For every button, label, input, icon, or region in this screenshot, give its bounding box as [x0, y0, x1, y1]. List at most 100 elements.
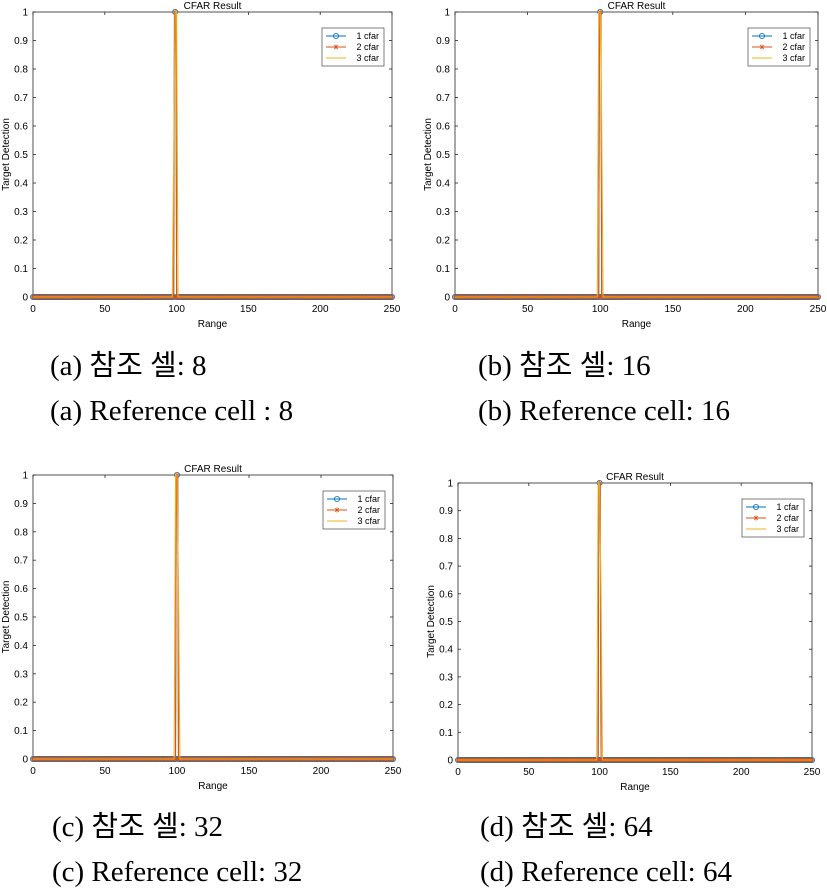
x-tick-label: 150	[241, 766, 258, 777]
caption-a-korean: (a) 참조 셀: 8	[50, 350, 207, 382]
chart-panel-c: 0 50 100 150 200 250 0 0.1 0.2 0.3 0.4 0.5 0.6 0.7 0.8…	[0, 460, 402, 792]
x-tick-label: 50	[523, 767, 535, 778]
y-tick-label: 0.1	[14, 264, 28, 275]
series-3-cfar	[33, 474, 393, 760]
y-tick-label: 1	[22, 471, 28, 482]
chart-panel-b: 0 50 100 150 200 250 0 0.1 0.2 0.3 0.4 0.5 0.6 0.7 0.8…	[420, 0, 827, 335]
y-tick-label: 0.2	[14, 698, 28, 709]
legend-marker	[333, 496, 340, 503]
legend-entry-label: 1 cfar	[776, 502, 799, 512]
y-tick-label: 0.2	[439, 700, 453, 711]
caption-a-english: (a) Reference cell : 8	[50, 395, 294, 427]
x-axis-label: Range	[620, 782, 650, 793]
legend-marker	[333, 44, 339, 50]
y-tick-label: 0.7	[14, 556, 28, 567]
x-tick-label: 150	[664, 304, 681, 315]
x-tick-label: 250	[385, 766, 402, 777]
y-axis-label: Target Detection	[1, 581, 12, 654]
x-axis-label: Range	[622, 319, 652, 330]
y-tick-label: 1	[447, 479, 453, 490]
y-tick-label: 0.9	[436, 36, 450, 47]
x-tick-label: 50	[522, 304, 534, 315]
chart-panel-d: 0 50 100 150 200 250 0 0.1 0.2 0.3 0.4 0.5 0.6 0.7 0.8…	[420, 460, 827, 793]
data-point	[596, 294, 602, 300]
y-tick-label: 0	[22, 293, 28, 304]
chart-title: CFAR Result	[606, 472, 664, 483]
caption-c-korean: (c) 참조 셀: 32	[52, 811, 224, 843]
caption-d-english: (d) Reference cell: 64	[480, 856, 732, 888]
y-tick-label: 0.7	[14, 93, 28, 104]
y-tick-label: 0.6	[14, 122, 28, 133]
y-axis-label: Target Detection	[426, 585, 437, 658]
chart-c: 0 50 100 150 200 250 0 0.1 0.2 0.3 0.4 0.5 0.6 0.7 0.8…	[1, 464, 402, 792]
legend-marker	[753, 515, 759, 521]
legend-entry-label: 3 cfar	[357, 516, 380, 526]
x-tick-label: 0	[452, 304, 458, 315]
y-tick-label: 0.1	[14, 726, 28, 737]
y-tick-label: 0.8	[439, 534, 453, 545]
y-tick-label: 0.2	[14, 236, 28, 247]
y-tick-label: 0.3	[14, 207, 28, 218]
y-tick-label: 0.5	[14, 613, 28, 624]
legend-marker	[334, 507, 340, 513]
legend-entry-label: 1 cfar	[356, 31, 379, 41]
y-tick-label: 0.3	[439, 672, 453, 683]
x-tick-label: 100	[169, 766, 186, 777]
legend-entry-label: 3 cfar	[356, 53, 379, 63]
series-line-rise	[598, 11, 600, 298]
x-tick-label: 200	[312, 304, 329, 315]
series-3-cfar	[458, 482, 812, 761]
series-line	[458, 482, 812, 761]
y-tick-label: 0	[22, 755, 28, 766]
y-tick-label: 0.6	[14, 584, 28, 595]
y-tick-label: 0.5	[14, 150, 28, 161]
x-tick-label: 150	[240, 304, 257, 315]
y-tick-label: 0.6	[439, 589, 453, 600]
x-tick-label: 50	[99, 766, 111, 777]
series-line-rise	[597, 482, 600, 761]
series-line	[455, 11, 818, 298]
chart-d: 0 50 100 150 200 250 0 0.1 0.2 0.3 0.4 0.5 0.6 0.7 0.8…	[426, 472, 821, 793]
x-tick-label: 250	[384, 304, 401, 315]
y-tick-label: 1	[444, 8, 450, 19]
x-tick-label: 250	[804, 767, 821, 778]
y-tick-label: 0.1	[439, 728, 453, 739]
x-tick-label: 250	[810, 304, 827, 315]
caption-c-english: (c) Reference cell: 32	[52, 856, 303, 888]
chart-a: 0 50 100 150 200 250 0 0.1 0.2 0.3 0.4 0.5 0.6 0.7 0.8…	[1, 1, 401, 330]
y-axis-label: Target Detection	[423, 118, 434, 191]
chart-title: CFAR Result	[184, 1, 242, 12]
series-3-cfar	[455, 11, 818, 298]
y-tick-label: 0.6	[436, 122, 450, 133]
y-tick-label: 0.9	[439, 506, 453, 517]
series-line-fall	[175, 11, 178, 298]
legend-entry-label: 2 cfar	[357, 505, 380, 515]
chart-title: CFAR Result	[608, 1, 666, 12]
y-tick-label: 0.7	[439, 562, 453, 573]
series-line	[33, 474, 393, 760]
legend-entry-label: 2 cfar	[782, 42, 805, 52]
x-tick-label: 100	[592, 304, 609, 315]
series-line-rise	[175, 474, 177, 760]
x-tick-label: 150	[662, 767, 679, 778]
data-point	[171, 294, 177, 300]
data-point	[595, 757, 601, 763]
y-tick-label: 0.3	[14, 669, 28, 680]
y-tick-label: 0.2	[436, 236, 450, 247]
y-tick-label: 0.8	[14, 65, 28, 76]
series-3-cfar	[33, 11, 392, 298]
y-tick-label: 0.5	[439, 617, 453, 628]
y-tick-label: 0	[444, 293, 450, 304]
x-axis-label: Range	[198, 781, 228, 792]
legend-entry-label: 3 cfar	[776, 524, 799, 534]
y-tick-label: 0.1	[436, 264, 450, 275]
x-tick-label: 200	[313, 766, 330, 777]
y-tick-label: 0.9	[14, 36, 28, 47]
legend-entry-label: 1 cfar	[357, 494, 380, 504]
y-tick-label: 0.8	[436, 65, 450, 76]
legend-marker	[759, 44, 765, 50]
